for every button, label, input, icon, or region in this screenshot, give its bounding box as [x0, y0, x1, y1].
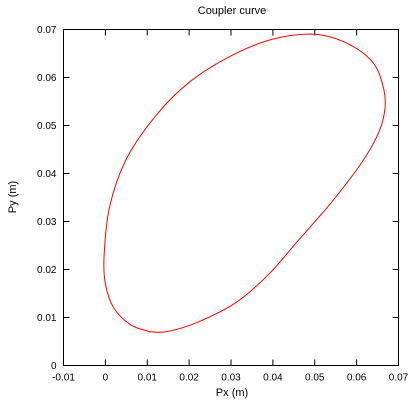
tick-labels-layer: -0.01 0 0.01 0.02 0.03 0.04 0.05 0.06 0.0700.010…	[37, 25, 409, 384]
x-tick-label: 0.06	[347, 373, 367, 384]
x-tick-label: 0.03	[221, 373, 241, 384]
coupler-curve-line	[103, 33, 386, 333]
x-tick-label: 0	[103, 373, 109, 384]
x-tick-label: 0.02	[179, 373, 199, 384]
plot-frame	[63, 29, 399, 366]
y-axis-label: Py (m)	[7, 181, 19, 213]
x-tick-label: 0.07	[389, 373, 409, 384]
x-tick-label: 0.01	[138, 373, 158, 384]
x-axis-label: Px (m)	[216, 387, 248, 399]
y-tick-label: 0	[51, 361, 57, 372]
y-tick-label: 0.01	[37, 313, 57, 324]
y-tick-label: 0.04	[37, 169, 57, 180]
y-tick-label: 0.03	[37, 217, 57, 228]
x-tick-label: 0.04	[263, 373, 283, 384]
y-tick-label: 0.05	[37, 121, 57, 132]
x-tick-label: 0.05	[305, 373, 325, 384]
chart-title: Coupler curve	[198, 5, 266, 17]
y-tick-label: 0.06	[37, 73, 57, 84]
x-tick-label: -0.01	[52, 373, 75, 384]
y-tick-label: 0.07	[37, 25, 57, 36]
y-tick-label: 0.02	[37, 265, 57, 276]
ticks-layer	[63, 29, 399, 366]
